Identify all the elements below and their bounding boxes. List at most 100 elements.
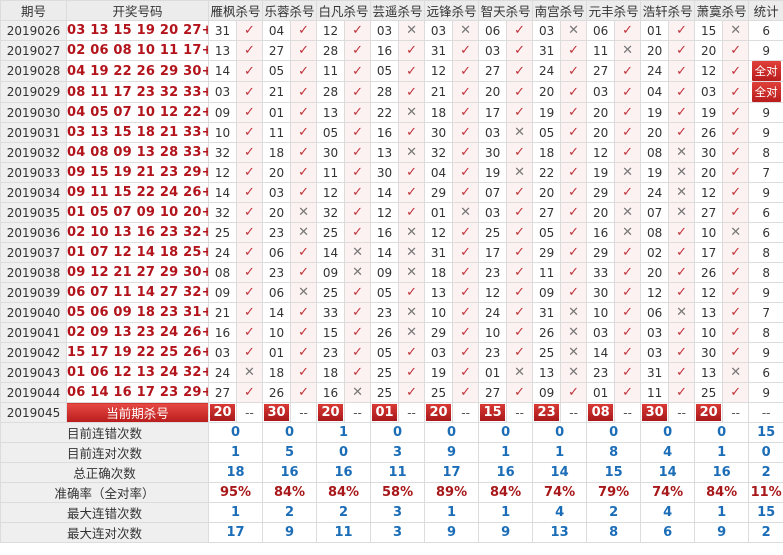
stat-cell: 9 [748, 382, 783, 403]
current-kill-number: 15 [478, 402, 508, 423]
cross-icon: ✕ [398, 322, 426, 343]
check-icon: ✓ [290, 40, 318, 61]
check-icon: ✓ [506, 142, 534, 163]
cross-icon: ✕ [398, 222, 426, 243]
current-kill-number: 20 [316, 402, 346, 423]
kill-number: 13 [208, 40, 237, 61]
cross-icon: ✕ [344, 262, 372, 283]
stats-value: 16 [478, 462, 534, 483]
red-balls: 15 17 19 22 25 26 [67, 345, 202, 360]
kill-number: 14 [316, 242, 346, 263]
kill-number: 05 [370, 60, 400, 82]
check-icon: ✓ [614, 182, 642, 203]
check-icon: ✓ [344, 202, 372, 223]
cross-icon: ✕ [290, 222, 318, 243]
red-balls: 04 05 07 10 12 22 [67, 105, 202, 120]
stats-value: 15 [586, 462, 642, 483]
kill-number: 33 [586, 262, 616, 283]
red-balls: 08 11 17 23 32 33 [67, 84, 202, 100]
check-icon: ✓ [398, 202, 426, 223]
header-expert: 南宫杀号 [532, 0, 588, 21]
cross-icon: ✕ [614, 40, 642, 61]
pending-mark: -- [668, 402, 696, 423]
kill-number: 06 [478, 20, 508, 41]
period-cell: 2019040 [0, 302, 67, 323]
header-stat: 统计 [748, 0, 783, 21]
check-icon: ✓ [614, 81, 642, 103]
header-expert: 远锋杀号 [424, 0, 480, 21]
check-icon: ✓ [398, 60, 426, 82]
period-cell: 2019042 [0, 342, 67, 363]
cross-icon: ✕ [560, 20, 588, 41]
kill-number: 11 [262, 122, 292, 143]
period-cell: 2019041 [0, 322, 67, 343]
period-cell: 2019032 [0, 142, 67, 163]
current-kill-value: 08 [588, 404, 614, 421]
check-icon: ✓ [452, 362, 480, 383]
kill-number: 07 [478, 182, 508, 203]
check-icon: ✓ [722, 302, 750, 323]
kill-number: 20 [694, 40, 724, 61]
kill-number: 12 [694, 60, 724, 82]
kill-number: 32 [208, 202, 237, 223]
current-kill-value: 20 [318, 404, 344, 421]
check-icon: ✓ [344, 282, 372, 303]
kill-number: 03 [424, 20, 454, 41]
header-expert: 浩轩杀号 [640, 0, 696, 21]
stats-value: 0 [640, 422, 696, 443]
check-icon: ✓ [668, 342, 696, 363]
stats-value: 3 [370, 522, 426, 543]
check-icon: ✓ [614, 122, 642, 143]
period-cell: 2019036 [0, 222, 67, 243]
check-icon: ✓ [452, 222, 480, 243]
stats-value: 1 [694, 442, 750, 463]
header-expert: 元丰杀号 [586, 0, 642, 21]
check-icon: ✓ [506, 242, 534, 263]
check-icon: ✓ [506, 81, 534, 103]
kill-number: 10 [586, 302, 616, 323]
kill-number: 27 [532, 202, 562, 223]
kill-number: 11 [316, 162, 346, 183]
check-icon: ✓ [722, 60, 750, 82]
stats-label: 目前连对次数 [0, 442, 209, 463]
stats-value: 74% [640, 482, 696, 503]
stats-value: 0 [586, 422, 642, 443]
current-kill-value: 30 [264, 404, 290, 421]
check-icon: ✓ [722, 382, 750, 403]
pending-mark: -- [235, 402, 264, 423]
stats-row: 目前连对次数 1 5 0 3 9 1 1 8 4 1 0 [0, 442, 783, 463]
check-icon: ✓ [722, 282, 750, 303]
draw-numbers: 02 06 08 10 11 17+13 [66, 40, 209, 61]
red-balls: 09 11 15 22 24 26 [67, 185, 202, 200]
check-icon: ✓ [560, 81, 588, 103]
kill-number: 25 [316, 282, 346, 303]
cross-icon: ✕ [560, 362, 588, 383]
check-icon: ✓ [506, 20, 534, 41]
check-icon: ✓ [344, 20, 372, 41]
kill-number: 14 [586, 342, 616, 363]
cross-icon: ✕ [398, 20, 426, 41]
kill-number: 31 [532, 302, 562, 323]
kill-number: 10 [262, 322, 292, 343]
kill-number: 30 [424, 122, 454, 143]
kill-number: 25 [424, 382, 454, 403]
kill-number: 09 [208, 282, 237, 303]
kill-number: 15 [316, 322, 346, 343]
check-icon: ✓ [290, 60, 318, 82]
kill-number: 22 [370, 102, 400, 123]
check-icon: ✓ [290, 362, 318, 383]
kill-number: 16 [586, 222, 616, 243]
check-icon: ✓ [235, 282, 264, 303]
check-icon: ✓ [235, 322, 264, 343]
check-icon: ✓ [614, 282, 642, 303]
check-icon: ✓ [668, 40, 696, 61]
stats-value: 1 [316, 422, 372, 443]
kill-number: 05 [532, 122, 562, 143]
check-icon: ✓ [344, 142, 372, 163]
stats-value: 1 [207, 502, 264, 523]
kill-number: 09 [316, 262, 346, 283]
pending-mark: -- [452, 402, 480, 423]
